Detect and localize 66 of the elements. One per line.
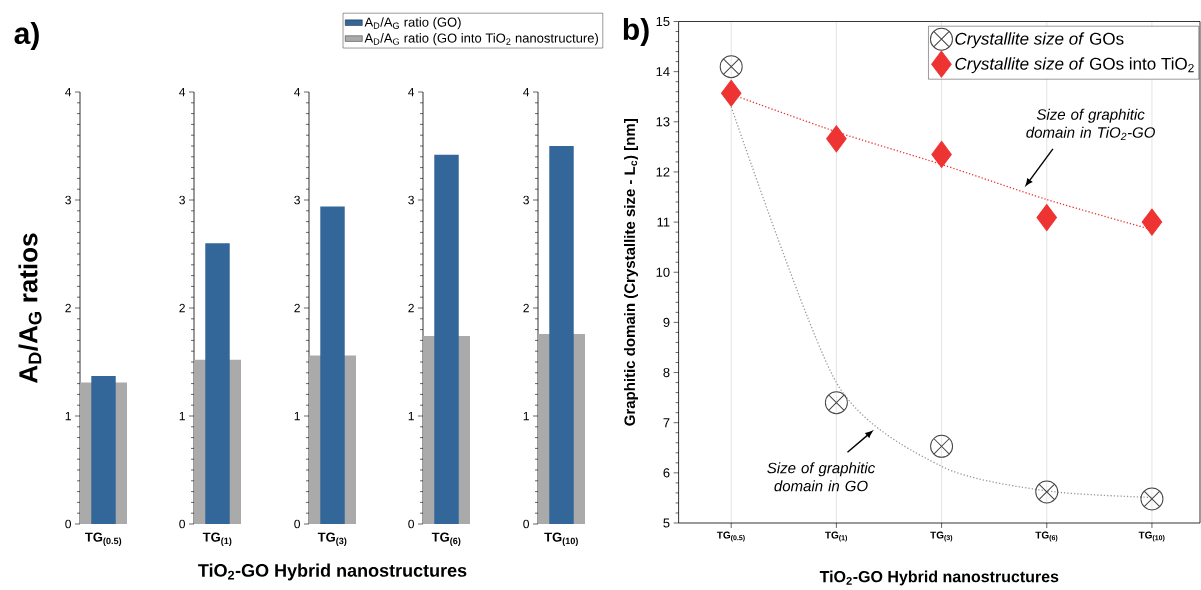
point [931, 140, 952, 168]
x-tick-label: TG$_{(10)}$ [1138, 531, 1165, 542]
point [719, 55, 743, 79]
y-tick-label: 4 [179, 87, 186, 97]
y-tick-label: 1 [179, 411, 185, 421]
y-tick-label: 2 [408, 303, 414, 313]
legend-label: Crystallite size of GOs [955, 32, 1124, 49]
x-tick-label: TG$_{(6)}$ [1035, 531, 1058, 542]
y-tick-label: 2 [294, 303, 300, 313]
x-tick-label: TG$_{(0.5)}$ [85, 532, 122, 546]
y-tick-label: 12 [656, 167, 670, 177]
y-tick-label: 4 [408, 87, 415, 97]
annotation: Size of graphitic domain in TiO$_{2}$-GO [1026, 108, 1155, 141]
point [720, 79, 742, 107]
text: a) [14, 22, 39, 50]
y-tick-label: 4 [294, 87, 301, 97]
y-tick-label: 6 [663, 468, 670, 478]
point [826, 125, 847, 153]
x-axis-title: TiO$_{2}$-GO Hybrid nanostructures [198, 563, 467, 581]
annotation: Size of graphitic domain in GO [767, 462, 875, 492]
y-tick-label: 8 [663, 367, 670, 378]
y-tick-label: 4 [523, 87, 530, 97]
point [824, 391, 848, 415]
y-tick-label: 15 [656, 16, 670, 27]
y-tick-label: 0 [65, 519, 72, 529]
x-tick-label: TG$_{(6)}$ [431, 532, 461, 546]
point [1036, 204, 1058, 232]
text: b) [623, 18, 649, 46]
y-tick-label: 1 [408, 411, 414, 421]
x-tick-label: TG$_{(10)}$ [544, 532, 578, 546]
y-tick-label: 0 [179, 519, 186, 529]
y-tick-label: 1 [65, 411, 71, 421]
y-tick-label: 3 [408, 195, 414, 205]
y-axis-title: Graphitic domain (Crystallite size - L$_{c}$) [nm] [624, 119, 638, 426]
legend-label: Crystallite size of GOs into TiO$_{2}$ [955, 57, 1194, 74]
y-tick-label: 2 [179, 303, 185, 313]
y-tick-label: 11 [657, 217, 670, 227]
y-tick-label: 5 [663, 518, 670, 528]
y-tick-label: 1 [294, 411, 300, 421]
y-tick-label: 9 [663, 317, 670, 327]
legend-label: A$_{D}$/A$_{G}$ ratio (GO) [364, 17, 461, 30]
x-tick-label: TG$_{(1)}$ [825, 531, 847, 542]
x-axis-title: TiO$_{2}$-GO Hybrid nanostructures [819, 570, 1059, 586]
point [930, 434, 954, 458]
y-tick-label: 13 [656, 117, 670, 127]
y-tick-label: 0 [408, 519, 415, 529]
y-tick-label: 1 [523, 411, 529, 421]
legend-label: A$_{D}$/A$_{G}$ ratio (GO into TiO$_{2}$ nanostructure) [364, 33, 598, 46]
y-tick-label: 3 [179, 195, 185, 205]
point [1141, 208, 1163, 236]
y-tick-label: 0 [523, 519, 530, 529]
x-tick-label: TG$_{(3)}$ [317, 532, 347, 546]
y-tick-label: 3 [65, 195, 71, 205]
y-tick-label: 7 [663, 418, 670, 428]
y-tick-label: 14 [656, 67, 670, 77]
y-tick-label: 2 [65, 303, 71, 313]
y-tick-label: 2 [523, 303, 529, 313]
y-tick-label: 4 [65, 87, 72, 97]
x-tick-label: TG$_{(3)}$ [930, 531, 953, 542]
x-tick-label: TG$_{(1)}$ [202, 532, 232, 546]
y-axis-title: A$_{D}$/A$_{G}$ ratios [18, 233, 42, 383]
y-tick-label: 0 [294, 519, 301, 529]
y-tick-label: 3 [294, 195, 300, 205]
y-tick-label: 10 [656, 267, 670, 277]
x-tick-label: TG$_{(0.5)}$ [716, 531, 745, 542]
y-tick-label: 3 [523, 195, 529, 205]
